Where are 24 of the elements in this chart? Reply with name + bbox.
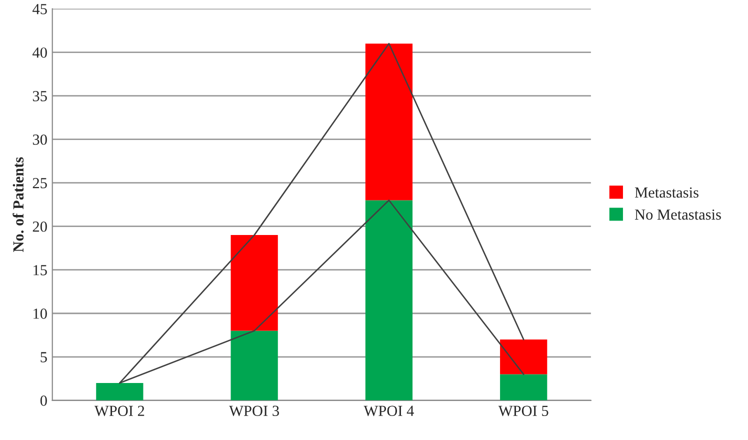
bar	[230, 330, 278, 400]
y-tick-label: 5	[40, 352, 47, 362]
y-tick-label: 10	[34, 308, 47, 319]
legend-label: No Metastasis	[634, 209, 721, 220]
y-tick-label: 45	[32, 4, 47, 14]
x-tick-label: WPOI 2	[94, 406, 144, 416]
bar	[500, 339, 548, 374]
x-tick-label: WPOI 4	[364, 406, 414, 416]
bar	[365, 44, 413, 200]
x-tick-label: WPOI 3	[229, 406, 279, 416]
y-tick-label: 30	[32, 134, 47, 145]
y-tick-label: 25	[32, 178, 47, 188]
bar	[500, 374, 548, 400]
x-tick-label: WPOI 5	[498, 406, 548, 416]
legend-label: Metastasis	[634, 187, 698, 198]
y-tick-label: 15	[34, 265, 47, 276]
y-tick-label: 35	[32, 91, 47, 102]
y-tick-label: 40	[32, 47, 47, 58]
bar	[230, 235, 278, 331]
y-tick-label: 20	[32, 221, 47, 232]
y-tick-label: 0	[40, 396, 47, 406]
bar	[365, 200, 413, 400]
bar	[96, 382, 144, 400]
y-axis-title: No. of Patients	[12, 157, 24, 252]
